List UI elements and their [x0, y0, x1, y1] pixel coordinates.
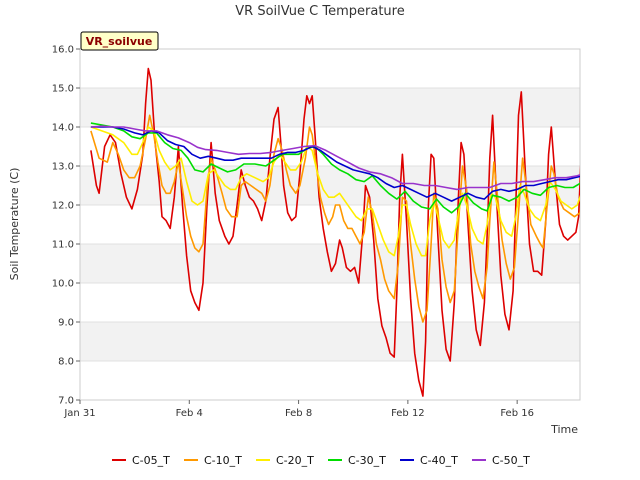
legend-label: C-40_T	[420, 454, 458, 467]
x-tick-label: Feb 12	[391, 408, 425, 419]
y-tick-label: 14.0	[52, 123, 74, 134]
station-badge: VR_soilvue	[80, 31, 159, 51]
x-tick-label: Jan 31	[63, 408, 95, 419]
y-tick-label: 15.0	[52, 84, 74, 95]
y-tick-label: 13.0	[52, 162, 74, 173]
x-axis-ticks: Jan 31 Feb 4 Feb 8 Feb 12 Feb 16	[63, 400, 534, 419]
y-tick-label: 11.0	[52, 240, 74, 251]
legend-label: C-30_T	[348, 454, 386, 467]
x-tick-label: Feb 16	[500, 408, 534, 419]
series-lines	[90, 67, 580, 397]
series-line-C-40_T	[90, 126, 580, 202]
chart-title: VR SoilVue C Temperature	[235, 4, 404, 19]
y-tick-label: 7.0	[58, 396, 74, 407]
legend: C-05_T C-10_T C-20_T C-30_T C-40_T C-50_T	[112, 454, 530, 467]
series-line-C-50_T	[90, 125, 580, 191]
grid-band	[80, 88, 580, 127]
x-axis-label: Time	[550, 423, 578, 436]
y-tick-label: 12.0	[52, 201, 74, 212]
y-axis-label: Soil Temperature (C)	[8, 168, 21, 281]
grid-band	[80, 322, 580, 361]
badge-box	[80, 31, 159, 51]
legend-label: C-50_T	[492, 454, 530, 467]
x-tick-label: Feb 8	[285, 408, 312, 419]
y-tick-label: 16.0	[52, 45, 74, 56]
y-tick-label: 8.0	[58, 357, 74, 368]
y-tick-label: 9.0	[58, 318, 74, 329]
y-axis-ticks: 7.0 8.0 9.0 10.0 11.0 12.0 13.0 14.0 15.0 16.0	[52, 45, 80, 407]
legend-label: C-20_T	[276, 454, 314, 467]
series-line-C-05_T	[90, 67, 580, 397]
y-tick-label: 10.0	[52, 279, 74, 290]
plot-area-frame	[79, 48, 581, 401]
x-tick-label: Feb 4	[176, 408, 203, 419]
series-line-C-20_T	[90, 126, 580, 257]
legend-label: C-05_T	[132, 454, 170, 467]
series-line-C-10_T	[90, 114, 580, 323]
badge-label: VR_soilvue	[86, 35, 153, 48]
legend-label: C-10_T	[204, 454, 242, 467]
